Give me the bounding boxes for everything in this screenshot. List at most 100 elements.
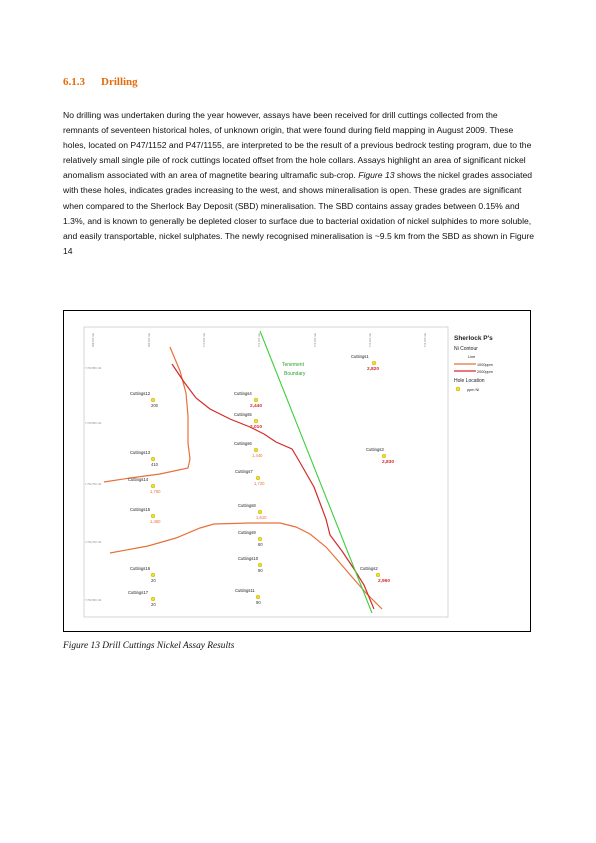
hole-value-label: 2,440 [250,403,262,409]
legend-hole-heading: Hole Location [454,378,485,384]
hole-marker[interactable]: Cuttings1 2,820 [351,354,379,372]
hole-marker[interactable]: Cuttings13 410 [130,450,159,467]
hole-dot [150,483,156,489]
hole-name-label: Cuttings4 [234,391,252,396]
hole-value-label: 1,720 [254,481,265,486]
hole-marker[interactable]: Cuttings9 80 [238,530,263,547]
hole-name-label: Cuttings14 [128,477,149,482]
hole-marker[interactable]: Cuttings14 1,750 [128,477,161,494]
hole-marker[interactable]: Cuttings4 2,440 [234,391,262,409]
hole-marker[interactable]: Cuttings2 2,960 [360,566,390,584]
hole-name-label: Cuttings2 [360,566,378,571]
legend-hole-label: ppm Ni [467,388,479,392]
legend-contour-heading: Ni Contour [454,346,478,352]
hole-value-label: 80 [258,542,263,547]
hole-name-label: Cuttings13 [130,450,151,455]
figure-13-map: 568,000 mE 569,000 mE 570,000 mE 571,000 mE… [63,310,531,632]
map-legend: Sherlock P's Ni Contour Line 1000ppm 200… [454,335,493,392]
hole-name-label: Cuttings6 [234,441,252,446]
hole-value-label: 200 [151,403,159,408]
grid-ticks: 568,000 mE 569,000 mE 570,000 mE 571,000 mE… [85,333,427,602]
hole-marker[interactable]: Cuttings7 1,720 [235,469,265,486]
hole-value-label: 2,010 [250,424,262,430]
hole-name-label: Cuttings5 [234,412,252,417]
hole-dot [371,360,377,366]
hole-dot [150,456,156,462]
hole-value-label: 20 [151,578,156,583]
section-number: 6.1.3 [63,76,85,88]
legend-line-heading: Line [468,355,475,359]
hole-value-label: 90 [258,568,263,573]
hole-marker[interactable]: Cuttings17 20 [128,590,156,607]
legend-line-1000ppm-label: 1000ppm [477,363,493,367]
hole-marker[interactable]: Cuttings3 2,830 [366,447,394,465]
hole-value-label: 2,960 [378,578,390,584]
map-frame [83,326,449,618]
x-tick-label: 568,000 mE [91,333,95,347]
hole-marker[interactable]: Cuttings8 1,610 [238,503,267,520]
hole-name-label: Cuttings7 [235,469,253,474]
hole-marker[interactable]: Cuttings12 200 [130,391,159,408]
tenement-boundary [259,330,373,614]
contour-1000ppm-south [109,522,383,610]
hole-name-label: Cuttings3 [366,447,384,452]
hole-value-label: 1,750 [150,489,161,494]
hole-name-label: Cuttings8 [238,503,256,508]
hole-dot [150,397,156,403]
hole-dot [257,509,263,515]
y-tick-label: 7,703,750 mN [85,482,101,486]
paragraph-part-1: No drilling was undertaken during the ye… [63,110,532,181]
hole-value-label: 90 [256,600,261,605]
hole-marker[interactable]: Cuttings5 2,010 [234,412,262,430]
y-tick-label: 7,703,800 mN [85,421,101,425]
section-heading: 6.1.3 Drilling [63,76,138,88]
hole-name-label: Cuttings1 [351,354,369,359]
hole-value-label: 2,830 [382,459,394,465]
hole-dot [253,447,259,453]
hole-marker[interactable]: Cuttings15 1,460 [130,507,161,524]
paragraph-part-2: shows the nickel grades associated with … [63,170,535,256]
hole-marker[interactable]: Cuttings6 1,440 [234,441,263,458]
y-tick-label: 7,703,850 mN [85,366,101,370]
hole-name-label: Cuttings9 [238,530,256,535]
hole-value-label: 1,440 [252,453,263,458]
legend-title: Sherlock P's [454,335,493,342]
hole-value-label: 1,460 [150,519,161,524]
contour-1000ppm-west [103,346,191,483]
hole-dot [257,562,263,568]
body-paragraph: No drilling was undertaken during the ye… [63,108,535,259]
hole-dot [150,513,156,519]
figure-reference[interactable]: Figure 13 [358,170,395,181]
x-tick-label: 572,000 mE [313,333,317,347]
hole-dot [150,572,156,578]
map-svg: 568,000 mE 569,000 mE 570,000 mE 571,000 mE… [83,326,493,618]
hole-marker[interactable]: Cuttings10 90 [238,556,263,573]
hole-name-label: Cuttings17 [128,590,149,595]
hole-value-label: 410 [151,462,159,467]
legend-hole-icon [455,386,461,392]
hole-value-label: 2,820 [367,366,379,372]
y-tick-label: 7,703,650 mN [85,598,101,602]
hole-dot [150,596,156,602]
hole-dot [257,536,263,542]
y-tick-label: 7,703,700 mN [85,540,101,544]
hole-marker[interactable]: Cuttings11 90 [235,588,261,605]
tenement-label-2: Boundary [284,371,306,377]
x-tick-label: 573,000 mE [368,333,372,347]
hole-name-label: Cuttings12 [130,391,151,396]
hole-dot [375,572,381,578]
contour-2000ppm [171,363,375,610]
hole-marker[interactable]: Cuttings16 20 [130,566,156,583]
hole-locations: Cuttings1 2,820 Cuttings2 2,960 Cuttings3 2,8… [128,354,394,607]
x-tick-label: 571,000 mE [257,333,261,347]
hole-dot [255,475,261,481]
figure-caption: Figure 13 Drill Cuttings Nickel Assay Re… [63,641,235,651]
hole-name-label: Cuttings15 [130,507,151,512]
hole-name-label: Cuttings16 [130,566,151,571]
x-tick-label: 570,000 mE [202,333,206,347]
legend-line-2000ppm-label: 2000ppm [477,370,493,374]
x-tick-label: 569,000 mE [147,333,151,347]
hole-name-label: Cuttings11 [235,588,255,593]
hole-dot [381,453,387,459]
hole-value-label: 1,610 [256,515,267,520]
